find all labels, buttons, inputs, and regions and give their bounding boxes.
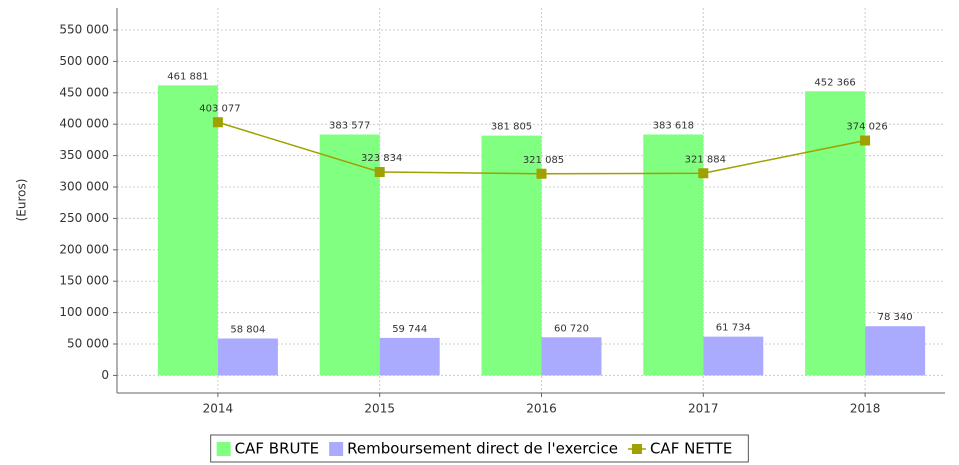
value-label: 321 884 [685, 154, 726, 165]
y-tick-label: 250 000 [59, 211, 109, 225]
x-tick-label: 2018 [850, 402, 881, 416]
marker [698, 168, 709, 179]
legend-label: CAF NETTE [650, 440, 732, 458]
value-label: 61 734 [716, 323, 751, 334]
y-tick-label: 350 000 [59, 148, 109, 162]
y-tick-label: 100 000 [59, 305, 109, 319]
marker [860, 135, 871, 146]
y-tick-label: 200 000 [59, 242, 109, 256]
value-label: 321 085 [523, 155, 564, 166]
y-tick-label: 300 000 [59, 179, 109, 193]
bar [217, 338, 278, 376]
value-label: 59 744 [392, 324, 427, 335]
legend: CAF BRUTE Remboursement direct de l'exerc… [210, 434, 749, 463]
x-tick-label: 2016 [526, 402, 557, 416]
marker [374, 167, 385, 178]
value-label: 452 366 [814, 77, 855, 88]
x-tick-label: 2014 [203, 402, 234, 416]
legend-box [210, 434, 749, 463]
value-label: 383 577 [329, 121, 370, 132]
bar [865, 326, 926, 376]
marker [536, 168, 547, 179]
value-label: 60 720 [554, 323, 589, 334]
bar [481, 135, 542, 376]
y-tick-label: 450 000 [59, 85, 109, 99]
legend-label: CAF BRUTE [235, 440, 319, 458]
legend-swatch [216, 442, 231, 456]
value-label: 323 834 [361, 153, 402, 164]
value-label: 383 618 [653, 120, 694, 131]
bar [805, 91, 866, 376]
value-label: 58 804 [230, 324, 265, 335]
y-tick-label: 500 000 [59, 54, 109, 68]
bar [157, 85, 218, 376]
bar [379, 337, 440, 376]
legend-label: Remboursement direct de l'exercice [347, 440, 618, 458]
y-tick-label: 0 [101, 368, 109, 382]
legend-swatch [631, 444, 642, 454]
value-label: 381 805 [491, 122, 532, 133]
value-label: 374 026 [846, 122, 887, 133]
y-axis-label: (Euros) [15, 179, 29, 222]
bar [643, 134, 704, 376]
y-tick-label: 50 000 [67, 337, 109, 351]
x-tick-label: 2017 [688, 402, 719, 416]
value-label: 461 881 [167, 71, 208, 82]
bar [541, 337, 602, 376]
y-tick-label: 550 000 [59, 22, 109, 36]
marker [212, 117, 223, 128]
bar [703, 336, 764, 376]
y-tick-label: 400 000 [59, 117, 109, 131]
y-tick-label: 150 000 [59, 274, 109, 288]
value-label: 403 077 [199, 103, 240, 114]
value-label: 78 340 [878, 312, 913, 323]
legend-swatch [329, 442, 344, 456]
x-tick-label: 2015 [364, 402, 395, 416]
bar [319, 134, 380, 376]
